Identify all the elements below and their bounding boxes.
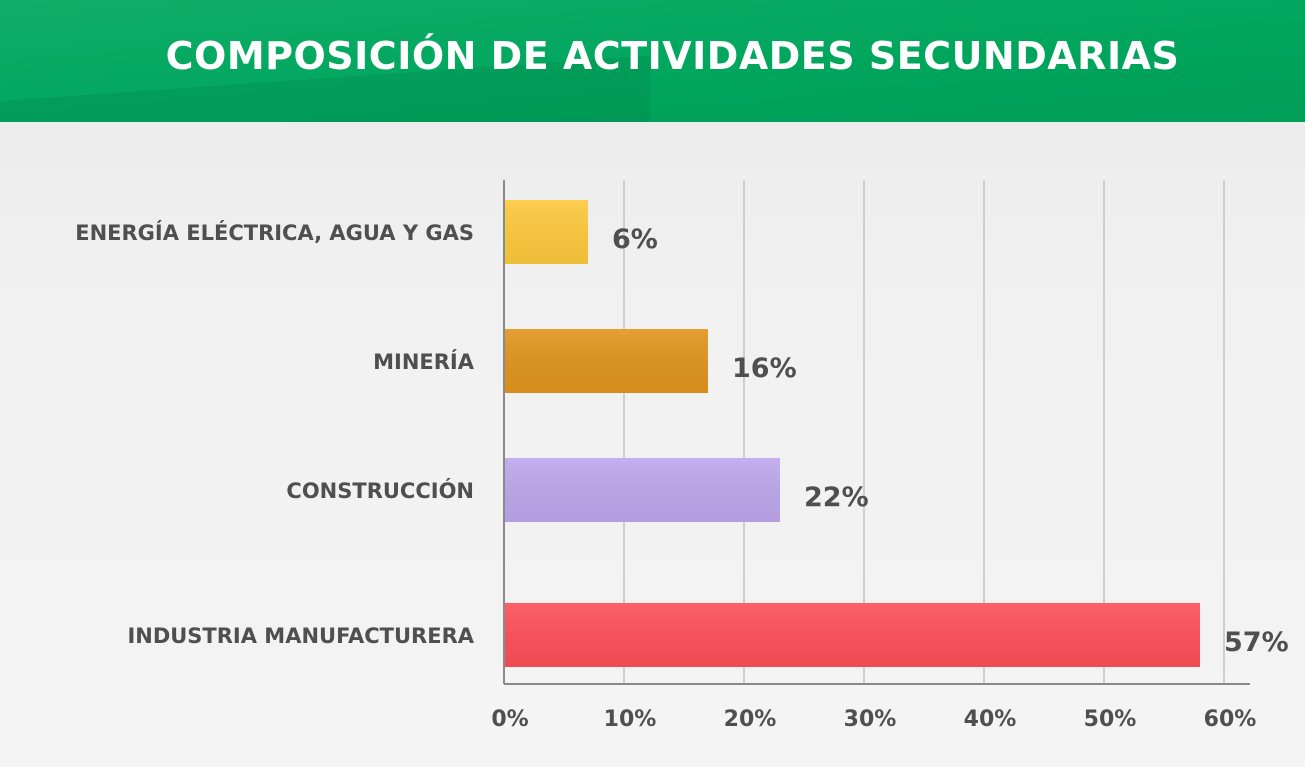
bar-shade [504,603,1200,667]
title-banner: COMPOSICIÓN DE ACTIVIDADES SECUNDARIAS [0,0,1305,122]
category-label: MINERÍA [373,349,475,374]
bar-shade [504,458,780,522]
x-tick-label: 50% [1084,707,1137,732]
grid-lines [623,180,1225,684]
x-tick-label: 40% [964,707,1017,732]
chart-area: ENERGÍA ELÉCTRICA, AGUA Y GAS 6% MINERÍA 16… [0,122,1305,767]
x-tick-label: 60% [1204,707,1257,732]
bar-shade [504,329,708,393]
data-label: 22% [804,482,869,513]
chart-title: COMPOSICIÓN DE ACTIVIDADES SECUNDARIAS [165,34,1180,78]
bars [504,200,1200,667]
category-label: INDUSTRIA MANUFACTURERA [127,624,474,648]
data-label: 57% [1224,627,1289,658]
x-tick-label: 20% [724,707,777,732]
x-tick-label: 0% [491,707,528,732]
category-label: CONSTRUCCIÓN [286,478,474,503]
x-tick-label: 10% [604,707,657,732]
axes [503,180,1250,685]
data-label: 6% [612,224,658,255]
labels: ENERGÍA ELÉCTRICA, AGUA Y GAS 6% MINERÍA 16… [75,220,1288,732]
x-tick-label: 30% [844,707,897,732]
category-label: ENERGÍA ELÉCTRICA, AGUA Y GAS [75,220,474,245]
bar-chart: ENERGÍA ELÉCTRICA, AGUA Y GAS 6% MINERÍA 16… [75,180,1289,732]
bar-shade [504,200,588,264]
data-label: 16% [732,353,797,384]
